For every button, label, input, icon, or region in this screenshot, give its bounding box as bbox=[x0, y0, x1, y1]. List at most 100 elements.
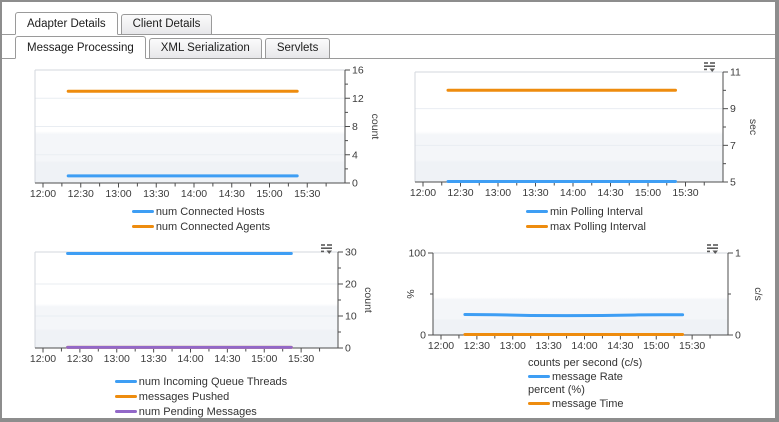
tab-message-processing[interactable]: Message Processing bbox=[15, 36, 146, 59]
legend-label: num Incoming Queue Threads bbox=[138, 375, 288, 388]
chart-message-rate-time: 12:00 12:30 13:00 13:30 14:00 14:30 15:00 15:30… bbox=[393, 240, 775, 418]
queue-messages-plot: 12:00 12:30 13:00 13:30 14:00 14:30 15:00 15:30… bbox=[30, 247, 374, 366]
svg-text:12:30: 12:30 bbox=[67, 353, 93, 365]
svg-text:13:00: 13:00 bbox=[485, 187, 511, 199]
legend-swatch-line bbox=[114, 410, 137, 413]
legend-items: num Connected Hosts num Connected Agents bbox=[131, 204, 271, 234]
chart-menu-icon-glyph bbox=[321, 244, 332, 254]
svg-text:8: 8 bbox=[352, 121, 358, 133]
chart-menu-icon-glyph bbox=[704, 62, 715, 72]
tab-client-details[interactable]: Client Details bbox=[120, 14, 213, 34]
legend-swatch-line bbox=[528, 402, 550, 405]
svg-text:13:30: 13:30 bbox=[140, 353, 166, 365]
svg-text:15:30: 15:30 bbox=[294, 188, 320, 200]
legend-group-header: counts per second (c/s) bbox=[528, 357, 643, 369]
legend-item[interactable]: num Connected Hosts bbox=[131, 204, 270, 219]
svg-text:sec: sec bbox=[747, 119, 759, 135]
svg-text:12:30: 12:30 bbox=[464, 340, 490, 352]
svg-text:13:30: 13:30 bbox=[522, 187, 548, 199]
legend-swatch-line bbox=[114, 395, 137, 398]
legend-item[interactable]: message Time bbox=[528, 397, 642, 410]
svg-text:14:30: 14:30 bbox=[219, 188, 245, 200]
svg-text:0: 0 bbox=[420, 330, 426, 342]
message-rate-time-legend: counts per second (c/s) message Rate perce… bbox=[393, 356, 775, 410]
svg-text:14:00: 14:00 bbox=[181, 188, 207, 200]
legend-label: num Connected Agents bbox=[155, 220, 271, 233]
legend-label: max Polling Interval bbox=[550, 220, 646, 233]
tab-xml-serialization[interactable]: XML Serialization bbox=[148, 38, 262, 58]
svg-text:12:00: 12:00 bbox=[30, 188, 56, 200]
legend-swatch-line bbox=[114, 380, 137, 383]
svg-text:12:30: 12:30 bbox=[68, 188, 94, 200]
svg-text:12:00: 12:00 bbox=[30, 353, 56, 365]
legend-item[interactable]: message Rate bbox=[528, 370, 642, 383]
legend-item[interactable]: max Polling Interval bbox=[526, 219, 646, 234]
legend-item[interactable]: num Connected Agents bbox=[131, 219, 271, 234]
legend-swatch-line bbox=[526, 225, 548, 228]
legend-items: counts per second (c/s) message Rate perce… bbox=[528, 356, 642, 410]
svg-text:15:30: 15:30 bbox=[672, 187, 698, 199]
svg-text:15:00: 15:00 bbox=[251, 353, 277, 365]
svg-text:15:00: 15:00 bbox=[643, 340, 669, 352]
svg-text:count: count bbox=[362, 287, 374, 313]
legend-label: message Rate bbox=[552, 370, 623, 383]
chart-menu-icon-glyph bbox=[707, 244, 718, 254]
legend-label: message Time bbox=[552, 397, 624, 410]
tab-servlets[interactable]: Servlets bbox=[264, 38, 331, 58]
svg-text:12:00: 12:00 bbox=[410, 187, 436, 199]
legend-item[interactable]: num Incoming Queue Threads bbox=[114, 374, 288, 389]
svg-text:14:00: 14:00 bbox=[177, 353, 203, 365]
svg-text:13:30: 13:30 bbox=[143, 188, 169, 200]
svg-text:0: 0 bbox=[345, 343, 351, 355]
svg-text:10: 10 bbox=[345, 311, 357, 323]
legend-items: min Polling Interval max Polling Interval bbox=[526, 204, 646, 234]
svg-text:count: count bbox=[369, 114, 381, 140]
svg-text:15:30: 15:30 bbox=[288, 353, 314, 365]
svg-text:11: 11 bbox=[730, 67, 741, 79]
chart-polling-interval: 12:00 12:30 13:00 13:30 14:00 14:30 15:00 15:30… bbox=[393, 58, 775, 244]
connected-hosts-agents-plot: 12:00 12:30 13:00 13:30 14:00 14:30 15:00 15:30… bbox=[30, 65, 381, 201]
legend-item[interactable]: num Pending Messages bbox=[114, 404, 287, 418]
svg-text:14:30: 14:30 bbox=[214, 353, 240, 365]
chart-queue-messages: 12:00 12:30 13:00 13:30 14:00 14:30 15:00 15:30… bbox=[15, 240, 387, 418]
legend-swatch-line bbox=[131, 225, 154, 228]
svg-text:13:00: 13:00 bbox=[104, 353, 130, 365]
svg-text:14:30: 14:30 bbox=[607, 340, 633, 352]
svg-text:14:00: 14:00 bbox=[571, 340, 597, 352]
queue-messages-legend: num Incoming Queue Threads messages Pushe… bbox=[15, 374, 387, 418]
svg-text:15:30: 15:30 bbox=[679, 340, 705, 352]
svg-text:9: 9 bbox=[730, 103, 736, 115]
svg-text:4: 4 bbox=[352, 149, 358, 161]
legend-swatch-line bbox=[528, 375, 550, 378]
svg-text:14:30: 14:30 bbox=[597, 187, 623, 199]
chart-menu-icon[interactable] bbox=[320, 242, 335, 254]
svg-text:15:00: 15:00 bbox=[635, 187, 661, 199]
legend-swatch-line bbox=[526, 210, 548, 213]
tabstrip-level2: Message Processing XML Serialization Ser… bbox=[2, 34, 775, 59]
svg-text:c/s: c/s bbox=[752, 287, 764, 300]
message-rate-time-plot: 12:00 12:30 13:00 13:30 14:00 14:30 15:00 15:30… bbox=[404, 248, 764, 353]
svg-text:13:00: 13:00 bbox=[500, 340, 526, 352]
legend-item[interactable]: messages Pushed bbox=[114, 389, 287, 404]
svg-text:5: 5 bbox=[730, 177, 736, 189]
svg-text:13:00: 13:00 bbox=[105, 188, 131, 200]
svg-text:%: % bbox=[404, 289, 416, 298]
chart-menu-icon[interactable] bbox=[706, 242, 721, 254]
legend-items: num Incoming Queue Threads messages Pushe… bbox=[114, 374, 288, 418]
svg-text:100: 100 bbox=[408, 248, 426, 260]
polling-interval-legend: min Polling Interval max Polling Interval bbox=[393, 204, 775, 234]
svg-text:12:30: 12:30 bbox=[447, 187, 473, 199]
svg-text:0: 0 bbox=[735, 330, 741, 342]
legend-label: num Connected Hosts bbox=[155, 205, 265, 218]
tab-adapter-details[interactable]: Adapter Details bbox=[15, 12, 118, 35]
tabstrip-level1: Adapter Details Client Details bbox=[2, 10, 775, 35]
svg-text:20: 20 bbox=[345, 279, 357, 291]
svg-text:13:30: 13:30 bbox=[535, 340, 561, 352]
legend-label: min Polling Interval bbox=[550, 205, 643, 218]
legend-label: messages Pushed bbox=[138, 390, 230, 403]
legend-item[interactable]: min Polling Interval bbox=[526, 204, 646, 219]
legend-swatch-line bbox=[131, 210, 154, 213]
chart-menu-icon[interactable] bbox=[703, 60, 718, 72]
legend-group-header: percent (%) bbox=[528, 384, 585, 396]
